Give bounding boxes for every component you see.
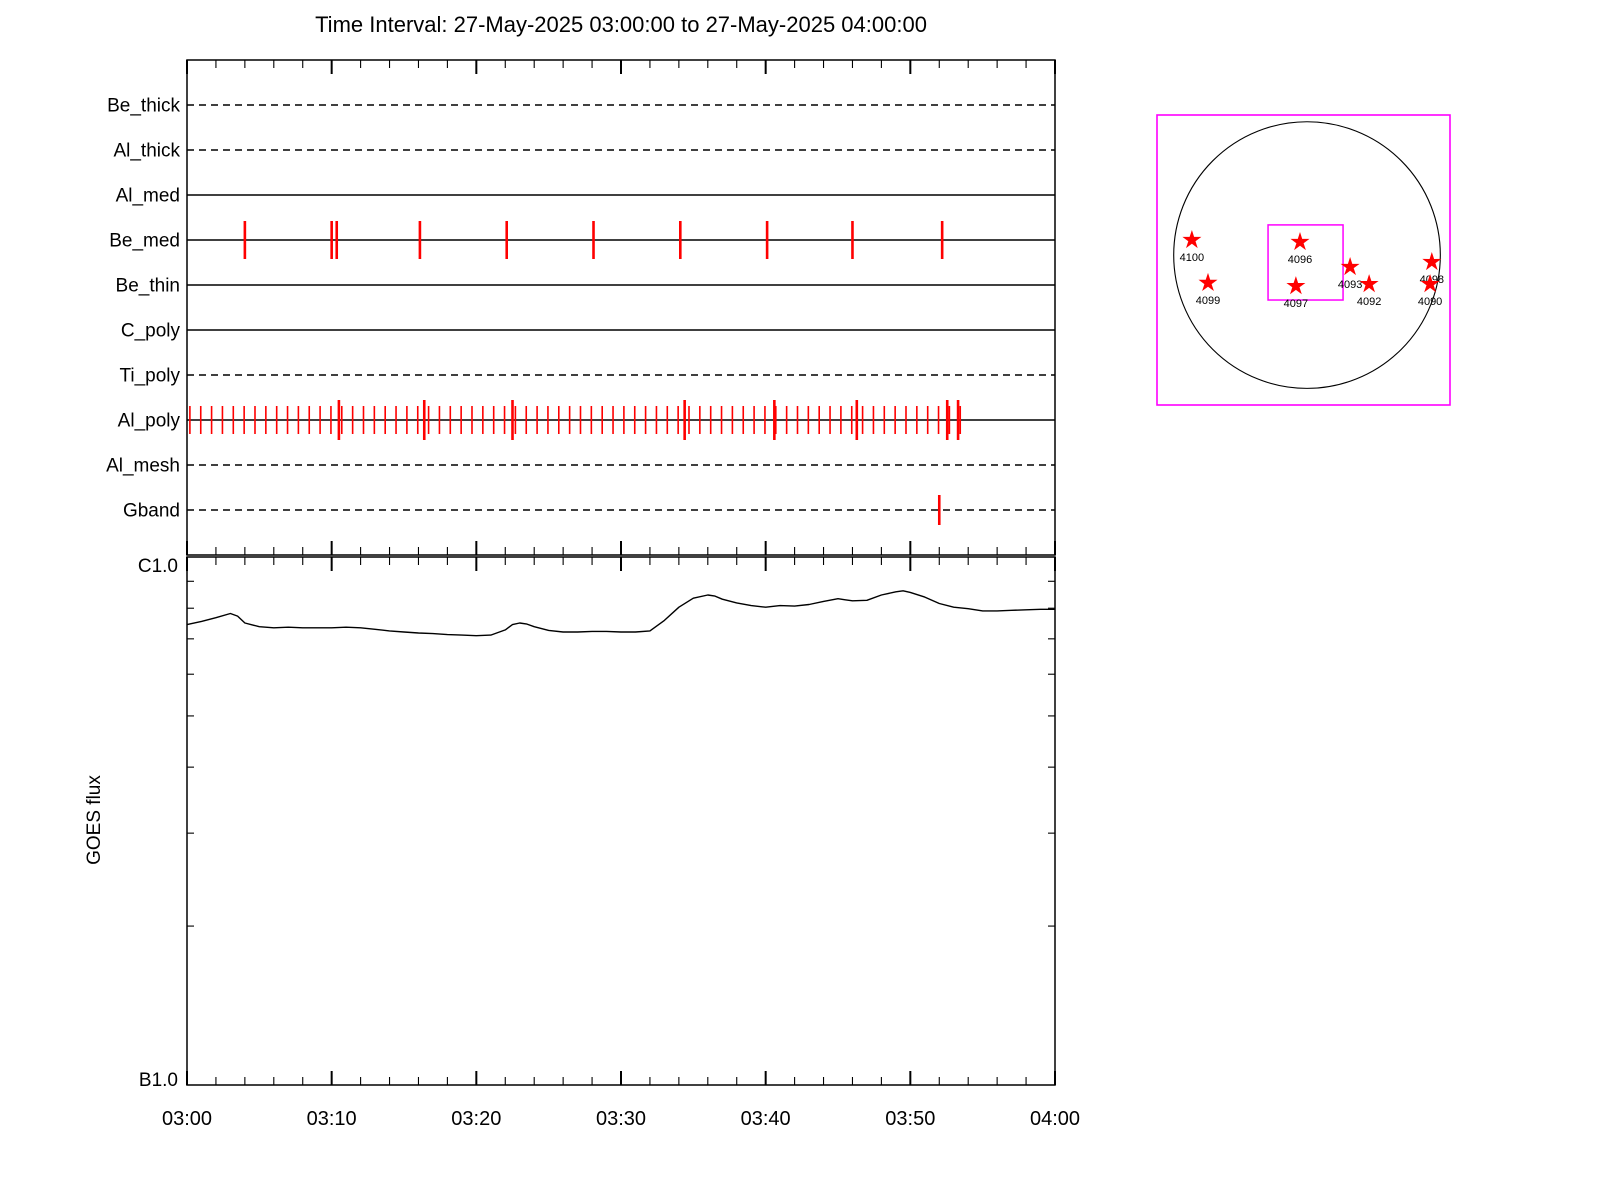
goes-frame (186, 556, 1056, 1086)
solar-map-frame (1156, 114, 1451, 406)
active-region-label: 4099 (1196, 295, 1220, 307)
channel-label-Ti_poly: Ti_poly (119, 366, 180, 387)
x-tick-label: 03:10 (307, 1108, 357, 1130)
active-region-label: 4093 (1338, 279, 1362, 291)
timeline-frame (186, 59, 1056, 556)
goes-panel: 03:00 03:10 03:20 03:30 03:40 03:50 04:00 (162, 556, 1080, 1130)
channel-label-Be_thin: Be_thin (116, 276, 180, 297)
channel-label-C_poly: C_poly (121, 321, 181, 342)
channel-label-Al_poly: Al_poly (118, 411, 181, 432)
channel-label-Al_thick: Al_thick (113, 141, 180, 162)
x-tick-label: 03:00 (162, 1108, 212, 1130)
active-region-label: 4100 (1180, 252, 1204, 264)
chart-title: Time Interval: 27-May-2025 03:00:00 to 2… (315, 12, 927, 37)
active-region-star (1340, 257, 1360, 276)
solar-map: 41004096409940974093409240984090 (1156, 114, 1451, 406)
active-region-label: 4097 (1284, 298, 1308, 310)
exposure-event-ticks (189, 221, 962, 525)
channel-label-Be_thick: Be_thick (107, 96, 180, 117)
x-tick-label: 03:40 (741, 1108, 791, 1130)
x-tick-label: 04:00 (1030, 1108, 1080, 1130)
active-region-star (1198, 272, 1218, 291)
active-region-star (1286, 276, 1306, 295)
channel-label-Al_med: Al_med (116, 186, 180, 207)
active-region-star (1420, 274, 1440, 293)
goes-flux-curve (186, 590, 1055, 637)
goes-y-axis-label: GOES flux (84, 775, 105, 865)
solar-limb-circle (1173, 121, 1441, 389)
active-region-star (1359, 274, 1379, 293)
goes-ytick-bottom: B1.0 (138, 1070, 178, 1091)
active-region-star (1182, 230, 1202, 249)
channel-label-Be_med: Be_med (109, 231, 180, 252)
active-region-label: 4090 (1418, 296, 1442, 308)
channel-label-Gband: Gband (123, 501, 180, 522)
active-region-label: 4092 (1357, 296, 1381, 308)
xrt-fov-box (1267, 224, 1344, 301)
x-tick-label: 03:30 (596, 1108, 646, 1130)
active-region-star (1422, 252, 1442, 271)
x-tick-label: 03:50 (885, 1108, 935, 1130)
goes-ytick-top: C1.0 (137, 556, 178, 577)
active-region-label: 4096 (1288, 254, 1312, 266)
channel-label-Al_mesh: Al_mesh (106, 456, 180, 477)
x-tick-label: 03:20 (451, 1108, 501, 1130)
timeline-panel: Be_thick Al_thick Al_med Be_med Be_thin C_pol… (106, 59, 1056, 556)
active-region-star (1290, 232, 1310, 251)
